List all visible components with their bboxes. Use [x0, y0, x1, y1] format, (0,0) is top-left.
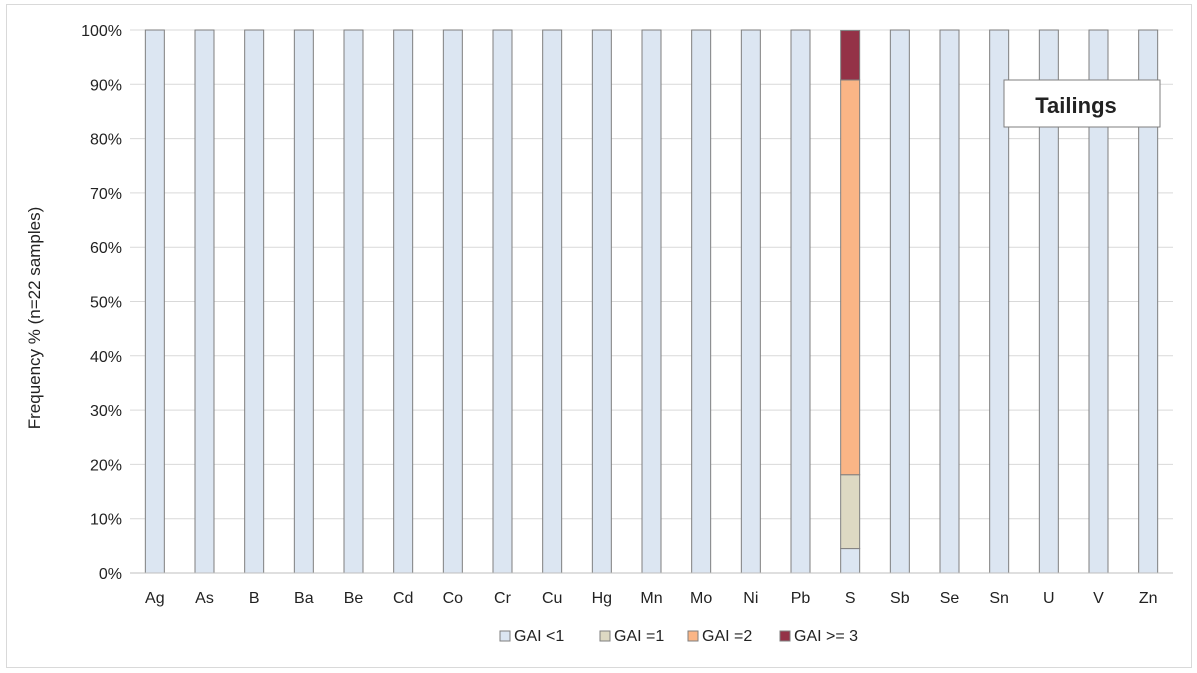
bar-segment	[393, 29, 414, 574]
x-tick-label: Pb	[791, 590, 811, 607]
axes: 0% 10% 20% 30% 40% 50% 60% 70% 80% 90% 100% Ag As B Ba…	[81, 23, 1173, 607]
bar-segment	[641, 29, 662, 574]
bar-segment	[244, 29, 265, 574]
x-tick-label: V	[1093, 590, 1104, 607]
y-tick-label: 0%	[99, 566, 122, 583]
legend-label: GAI >= 3	[794, 628, 858, 645]
y-tick-label: 90%	[90, 77, 122, 94]
y-tick-label: 70%	[90, 186, 122, 203]
legend-swatch	[779, 630, 791, 642]
x-tick-label: Zn	[1139, 590, 1158, 607]
y-axis-label: Frequency % (n=22 samples)	[25, 207, 44, 430]
y-tick-label: 30%	[90, 403, 122, 420]
legend-swatch	[687, 630, 699, 642]
x-tick-label: S	[845, 590, 856, 607]
legend-label: GAI =1	[614, 628, 664, 645]
x-tick-label: Mn	[640, 590, 662, 607]
x-tick-label: Co	[443, 590, 464, 607]
bar-segment	[492, 29, 513, 574]
y-tick-label: 100%	[81, 23, 122, 40]
bar-segment	[442, 29, 463, 574]
bar-segment	[889, 29, 910, 574]
x-tick-label: Se	[940, 590, 960, 607]
legend-swatch	[499, 630, 511, 642]
y-tick-label: 60%	[90, 240, 122, 257]
bar-segment	[840, 548, 861, 574]
legend-swatch	[599, 630, 611, 642]
x-tick-label: Sn	[989, 590, 1009, 607]
annotation-box: Tailings	[1003, 79, 1161, 128]
y-tick-label: 10%	[90, 512, 122, 529]
annotation-label: Tailings	[1035, 93, 1117, 118]
x-tick-label: Ba	[294, 590, 314, 607]
y-tick-label: 20%	[90, 457, 122, 474]
y-tick-label: 40%	[90, 349, 122, 366]
x-tick-label: B	[249, 590, 260, 607]
legend: GAI <1 GAI =1 GAI =2 GAI >= 3	[499, 628, 858, 645]
bar-segment	[840, 79, 861, 476]
bar-segment	[840, 30, 861, 81]
bars	[144, 29, 1159, 574]
bar-segment	[591, 29, 612, 574]
y-tick-label: 80%	[90, 132, 122, 149]
x-tick-label: Cu	[542, 590, 562, 607]
bar-segment	[939, 29, 960, 574]
x-tick-label: Hg	[592, 590, 612, 607]
x-tick-label: As	[195, 590, 214, 607]
bar-segment	[790, 29, 811, 574]
x-tick-label: Cd	[393, 590, 413, 607]
legend-label: GAI <1	[514, 628, 564, 645]
x-tick-label: Mo	[690, 590, 712, 607]
x-tick-label: Cr	[494, 590, 512, 607]
bar-segment	[343, 29, 364, 574]
y-tick-label: 50%	[90, 295, 122, 312]
bar-segment	[293, 29, 314, 574]
x-tick-label: Sb	[890, 590, 910, 607]
x-tick-label: Ag	[145, 590, 165, 607]
x-tick-label: Ni	[743, 590, 758, 607]
x-tick-label: U	[1043, 590, 1055, 607]
bar-segment	[691, 29, 712, 574]
bar-segment	[194, 29, 215, 574]
bar-segment	[144, 29, 165, 574]
x-tick-label: Be	[344, 590, 364, 607]
legend-label: GAI =2	[702, 628, 752, 645]
bar-segment	[840, 474, 861, 550]
bar-segment	[740, 29, 761, 574]
bar-segment	[542, 29, 563, 574]
